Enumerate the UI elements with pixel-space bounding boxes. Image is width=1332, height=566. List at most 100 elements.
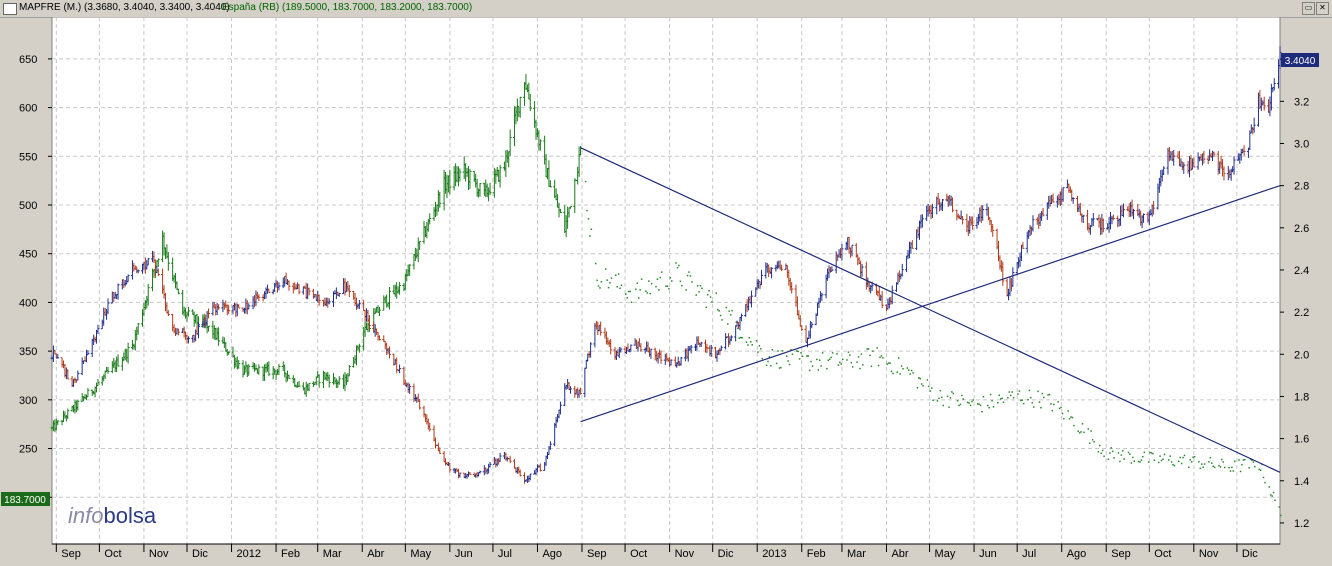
rs-dot [997,402,999,404]
rs-dot [909,373,911,375]
rs-dot [751,344,753,346]
rs-dot [998,394,1000,396]
right-tick-label: 3.2 [1294,96,1309,108]
rs-dot [735,321,738,323]
right-tick-label: 2.4 [1294,265,1309,277]
rs-dot [596,279,598,282]
left-tick-label: 400 [19,297,37,309]
rs-dot [1189,459,1192,461]
rs-dot [908,369,910,371]
rs-dot [1130,462,1133,464]
rs-dot [658,289,660,291]
rs-dot [1274,499,1276,502]
rs-dot [956,400,959,402]
rs-dot [1218,464,1220,467]
rs-dot [949,397,952,399]
rs-dot [659,276,662,279]
rs-dot [1251,459,1253,462]
price-series [50,45,1282,484]
rs-dot [755,340,758,342]
x-tick-label: Nov [675,548,695,560]
rs-dot [992,406,995,408]
chart-window-icon[interactable] [3,3,17,15]
rs-dot [649,292,651,295]
rs-dot [906,367,909,369]
rs-dot [760,347,762,350]
rs-dot [1278,506,1281,508]
rs-dot [1132,456,1134,459]
rs-dot [775,362,778,365]
rs-dot [1162,458,1164,460]
rs-dot [1097,451,1100,453]
rs-dot [669,277,672,279]
rs-dot [897,357,900,359]
rs-dot [639,289,641,291]
rs-dot [1027,398,1029,401]
rs-dot [780,366,782,369]
rs-dot [886,363,888,365]
rs-dot [1008,391,1011,393]
x-tick-label: Nov [149,548,169,560]
rs-dot [1032,406,1035,408]
rs-dot [1038,401,1041,403]
x-tick-label: Feb [807,548,826,560]
rs-dot [688,271,690,273]
rs-dot [771,349,774,351]
rs-dot [696,285,699,287]
rs-dot [1280,514,1282,517]
rs-dot [1203,463,1206,465]
rs-dot [830,356,832,359]
rs-dot [1172,463,1174,466]
rs-dot [1017,393,1019,395]
rs-dot [968,402,970,404]
x-axis: Sep Oct Nov Dic 2012 Feb Mar Abr May Jun Jul Ago Sep… [52,543,1280,560]
rs-dot [966,401,969,404]
rs-dot [919,377,921,380]
left-tick-label: 650 [19,54,37,66]
rs-dot [777,350,779,352]
rs-dot [837,364,840,366]
rs-dot [1221,458,1223,461]
rs-dot [1068,417,1071,420]
rs-dot [1190,461,1193,463]
x-tick-label: Ago [1067,548,1087,560]
rs-dot [691,281,693,283]
rs-dot [807,355,809,357]
close-icon[interactable]: ✕ [1316,2,1329,15]
rs-dot [590,228,593,231]
restore-icon[interactable]: ▭ [1302,2,1315,15]
rs-dot [599,287,601,289]
rs-dot [836,353,838,355]
rs-dot [645,290,647,292]
rs-dot [870,365,873,368]
right-tick-label: 2.6 [1294,223,1309,235]
rs-dot [701,287,703,290]
rs-dot [1178,460,1180,463]
rs-dot [1012,397,1015,399]
rs-dot [770,365,772,367]
rs-dot [922,385,924,387]
rs-dot [1241,463,1243,466]
rs-dot [948,406,950,408]
rs-dot [1063,417,1065,420]
rs-dot [932,399,934,402]
rs-dot [1011,391,1013,393]
rs-dot [1022,402,1025,405]
rs-dot [1202,466,1204,468]
rs-dot [1152,452,1154,455]
rs-dot [1031,402,1034,404]
rs-dot [676,266,679,269]
rs-dot [1180,462,1183,465]
rs-dot [675,262,677,264]
rs-dot [1117,452,1120,454]
rs-dot [982,395,985,398]
rs-dot [979,404,982,407]
left-tick-label: 550 [19,151,37,163]
rs-dot [679,280,682,283]
rs-dot [876,347,878,349]
rs-dot [867,348,870,350]
rs-dot [797,350,799,353]
rs-dot [952,392,955,395]
rs-dot [1123,458,1125,460]
rs-dot [1107,458,1110,461]
